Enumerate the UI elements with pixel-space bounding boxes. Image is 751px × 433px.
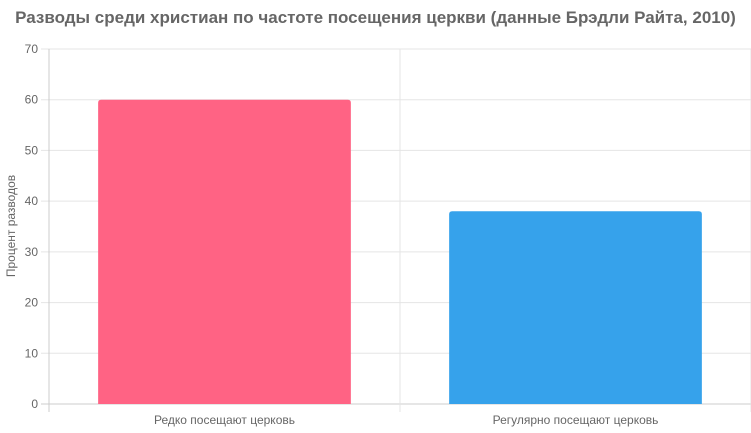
bar-2[interactable] bbox=[449, 211, 702, 404]
x-tick-label: Редко посещают церковь bbox=[154, 413, 295, 427]
y-tick-label: 40 bbox=[25, 194, 39, 208]
chart-title: Разводы среди христиан по частоте посеще… bbox=[15, 8, 736, 27]
y-axis-ticks: 0 10 20 30 40 50 60 70 bbox=[25, 42, 39, 411]
y-axis-title: Процент разводов bbox=[4, 175, 18, 277]
y-tick-label: 70 bbox=[25, 42, 39, 56]
y-tick-label: 10 bbox=[25, 346, 39, 360]
x-axis-ticks: Редко посещают церковь Регулярно посещают… bbox=[154, 413, 658, 427]
y-tick-label: 0 bbox=[31, 397, 38, 411]
bars-group bbox=[98, 99, 702, 404]
bar-1[interactable] bbox=[98, 99, 351, 404]
y-tick-label: 20 bbox=[25, 296, 39, 310]
x-tick-label: Регулярно посещают церковь bbox=[493, 413, 659, 427]
y-tick-label: 50 bbox=[25, 143, 39, 157]
y-tick-label: 60 bbox=[25, 93, 39, 107]
y-tick-label: 30 bbox=[25, 245, 39, 259]
